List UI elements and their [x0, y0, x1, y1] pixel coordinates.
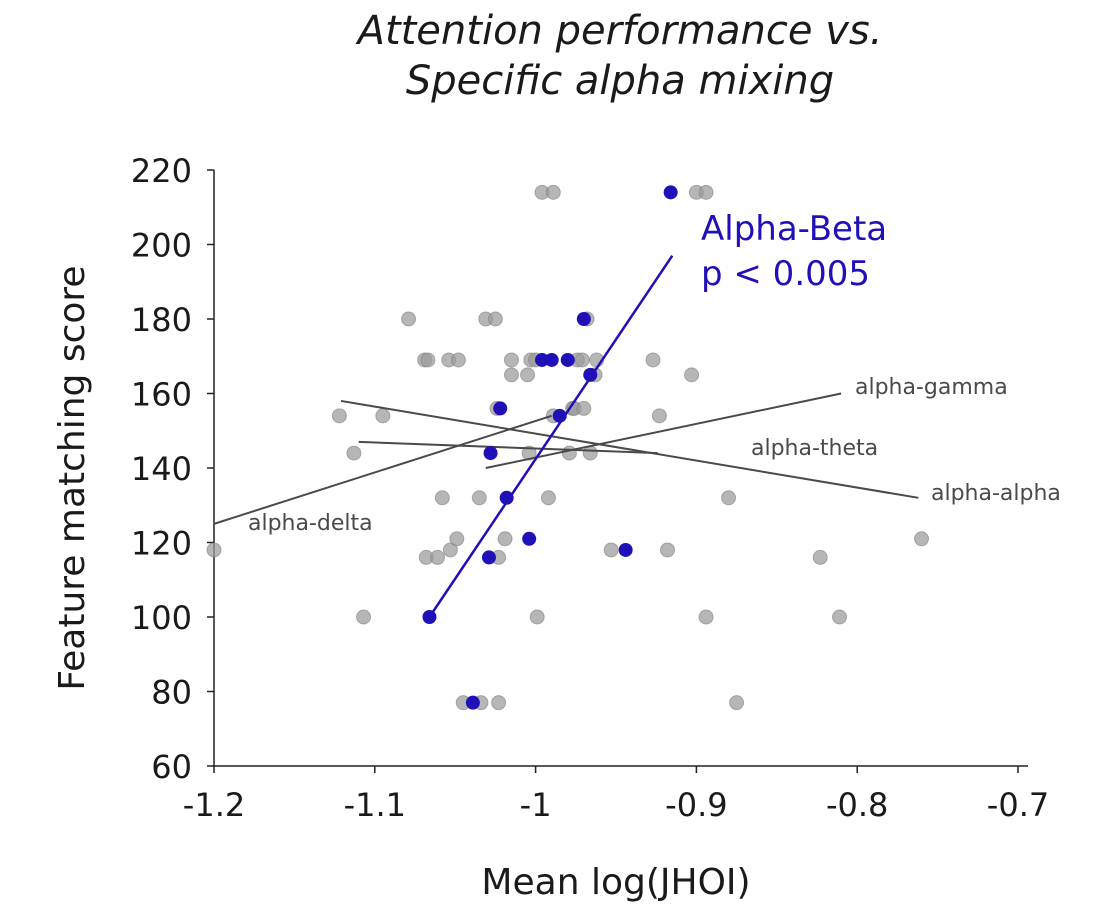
gray-point: [450, 352, 466, 368]
alpha-beta-point: [663, 185, 678, 200]
alpha-beta-point: [544, 352, 559, 367]
gray-point: [520, 367, 536, 383]
alpha-beta-point: [465, 695, 480, 710]
alpha-beta-point: [583, 367, 598, 382]
gray-point: [545, 184, 561, 200]
gray-point: [914, 531, 930, 547]
alpha-beta-point: [499, 490, 514, 505]
alpha-beta-point: [535, 352, 550, 367]
gray-point: [561, 445, 577, 461]
alpha-beta-point: [560, 352, 575, 367]
alpha-beta-pvalue: p < 0.005: [701, 254, 870, 294]
gray-point: [206, 542, 222, 558]
y-tick-label: 200: [131, 227, 192, 265]
y-tick-label: 80: [151, 674, 192, 712]
gray-point: [574, 352, 590, 368]
gray-point: [582, 445, 598, 461]
regression-line-alpha-delta: [213, 414, 552, 525]
gray-point: [420, 352, 436, 368]
x-tick-label: -1: [520, 786, 552, 824]
gray-point: [356, 609, 372, 625]
alpha-beta-point: [481, 550, 496, 565]
alpha-beta-fit-line: [428, 254, 674, 618]
gray-point: [442, 542, 458, 558]
gray-point: [503, 352, 519, 368]
y-tick-label: 120: [131, 525, 192, 563]
y-tick-label: 140: [131, 450, 192, 488]
gray-point: [430, 549, 446, 565]
y-tick-label: 160: [131, 376, 192, 414]
x-tick-label: -0.9: [665, 786, 727, 824]
alpha-beta-point: [552, 408, 567, 423]
regression-label-alpha-theta: alpha-theta: [751, 436, 878, 461]
gray-point: [729, 695, 745, 711]
x-axis-label: Mean log(JHOI): [481, 862, 750, 903]
gray-point: [497, 531, 513, 547]
regression-label-alpha-delta: alpha-delta: [248, 511, 373, 536]
gray-point: [721, 490, 737, 506]
x-tick-label: -0.8: [826, 786, 888, 824]
regression-line-alpha-theta: [358, 440, 658, 455]
gray-point: [698, 609, 714, 625]
gray-point: [529, 609, 545, 625]
gray-point: [331, 408, 347, 424]
alpha-beta-point: [618, 542, 633, 557]
gray-point: [471, 490, 487, 506]
gray-point: [645, 352, 661, 368]
y-tick-label: 220: [131, 152, 192, 190]
gray-point: [491, 695, 507, 711]
gray-point: [503, 367, 519, 383]
chart-title-line-1: Attention performance vs.: [357, 8, 883, 54]
y-tick-label: 60: [151, 748, 192, 786]
y-tick-label: 100: [131, 599, 192, 637]
gray-point: [812, 549, 828, 565]
gray-point: [651, 408, 667, 424]
regression-line-alpha-gamma: [485, 392, 842, 469]
gray-point: [659, 542, 675, 558]
gray-point: [487, 311, 503, 327]
x-tick-label: -1.1: [344, 786, 406, 824]
chart-title-line-2: Specific alpha mixing: [405, 58, 835, 104]
alpha-beta-point: [422, 610, 437, 624]
gray-point: [832, 609, 848, 625]
alpha-beta-point: [576, 312, 591, 326]
x-tick-label: -1.2: [183, 786, 245, 824]
gray-point: [434, 490, 450, 506]
gray-point: [401, 311, 417, 327]
gray-point: [449, 531, 465, 547]
gray-point: [603, 542, 619, 558]
gray-point: [521, 445, 537, 461]
alpha-beta-label: Alpha-Beta: [701, 209, 887, 249]
gray-point: [346, 445, 362, 461]
gray-point: [540, 490, 556, 506]
gray-point: [576, 400, 592, 416]
gray-point: [684, 367, 700, 383]
gray-point: [375, 408, 391, 424]
regression-line-alpha-alpha: [340, 399, 919, 499]
x-tick-label: -0.7: [987, 786, 1049, 824]
gray-point: [698, 184, 714, 200]
y-tick-label: 180: [131, 301, 192, 339]
regression-label-alpha-gamma: alpha-gamma: [855, 375, 1008, 400]
regression-label-alpha-alpha: alpha-alpha: [931, 481, 1061, 506]
alpha-beta-point: [522, 531, 537, 546]
y-axis-label: Feature matching score: [52, 265, 93, 690]
alpha-beta-point: [493, 401, 508, 416]
alpha-beta-point: [483, 446, 498, 461]
